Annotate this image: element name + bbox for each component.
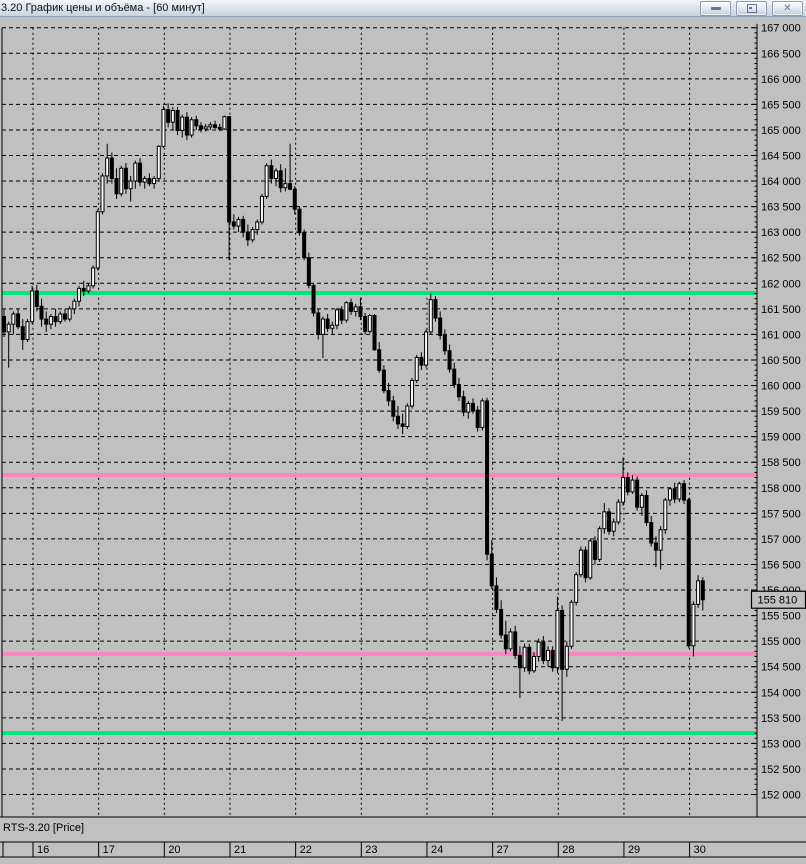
date-tick-label: 16 xyxy=(37,844,49,856)
date-tick-label: 23 xyxy=(365,844,377,856)
last-price-value: 155 810 xyxy=(758,595,798,607)
price-tick-label: 166 500 xyxy=(761,48,801,60)
date-tick-label: 30 xyxy=(694,844,706,856)
price-tick-label: 158 500 xyxy=(761,457,801,469)
price-tick-label: 152 500 xyxy=(761,764,801,776)
price-axis: 167 000 166 500 166 000 165 500 165 000 164 5… xyxy=(752,23,801,817)
price-tick-label: 160 500 xyxy=(761,355,801,367)
date-axis: 16 17 20 21 22 23 24 27 28 29 30 xyxy=(0,841,806,858)
price-tick-label: 155 000 xyxy=(761,636,801,648)
price-tick-label: 167 000 xyxy=(761,23,801,35)
price-tick-label: 164 500 xyxy=(761,151,801,163)
price-tick-label: 162 000 xyxy=(761,278,801,290)
window-controls: ✕ xyxy=(700,1,803,16)
price-tick-label: 157 500 xyxy=(761,508,801,520)
vertical-gridlines xyxy=(32,27,691,817)
date-tick-label: 17 xyxy=(103,844,115,856)
chart-area[interactable]: 167 000 166 500 166 000 165 500 165 000 164 5… xyxy=(0,17,806,864)
close-icon: ✕ xyxy=(783,2,792,14)
window-title: 3.20 График цены и объёма - [60 минут] xyxy=(1,2,205,14)
horizontal-gridlines xyxy=(2,27,757,795)
restore-button[interactable] xyxy=(736,1,767,16)
price-tick-label: 153 500 xyxy=(761,713,801,725)
minimize-button[interactable] xyxy=(700,1,731,16)
price-tick-label: 163 000 xyxy=(761,227,801,239)
date-tick-label: 21 xyxy=(234,844,246,856)
date-tick-label: 27 xyxy=(497,844,509,856)
restore-icon xyxy=(746,4,757,13)
price-tick-label: 161 000 xyxy=(761,329,801,341)
price-tick-label: 157 000 xyxy=(761,534,801,546)
date-tick-label: 29 xyxy=(628,844,640,856)
price-tick-label: 155 500 xyxy=(761,611,801,623)
price-tick-label: 166 000 xyxy=(761,74,801,86)
price-tick-label: 164 000 xyxy=(761,176,801,188)
date-tick-label: 24 xyxy=(431,844,443,856)
level-lines xyxy=(2,291,756,736)
plot-frame xyxy=(0,27,806,818)
last-price-marker: 155 810 xyxy=(750,590,806,609)
price-tick-label: 163 500 xyxy=(761,202,801,214)
date-tick-label: 28 xyxy=(562,844,574,856)
price-tick-label: 153 000 xyxy=(761,738,801,750)
price-tick-label: 165 500 xyxy=(761,99,801,111)
price-tick-label: 159 000 xyxy=(761,432,801,444)
price-tick-label: 154 000 xyxy=(761,687,801,699)
title-bar: 3.20 График цены и объёма - [60 минут] ✕ xyxy=(0,0,806,17)
date-tick-label: 20 xyxy=(168,844,180,856)
instrument-label: RTS-3.20 [Price] xyxy=(3,822,85,834)
price-tick-label: 159 500 xyxy=(761,406,801,418)
close-button[interactable]: ✕ xyxy=(772,1,803,16)
price-tick-label: 161 500 xyxy=(761,304,801,316)
price-tick-label: 165 000 xyxy=(761,125,801,137)
candles xyxy=(2,103,705,721)
minimize-icon xyxy=(710,7,721,10)
price-tick-label: 162 500 xyxy=(761,253,801,265)
price-tick-label: 152 000 xyxy=(761,790,801,802)
date-tick-label: 22 xyxy=(300,844,312,856)
price-tick-label: 154 500 xyxy=(761,662,801,674)
price-chart-canvas[interactable]: 167 000 166 500 166 000 165 500 165 000 164 5… xyxy=(0,17,806,864)
price-tick-label: 158 000 xyxy=(761,483,801,495)
price-tick-label: 160 000 xyxy=(761,381,801,393)
price-tick-label: 156 500 xyxy=(761,559,801,571)
